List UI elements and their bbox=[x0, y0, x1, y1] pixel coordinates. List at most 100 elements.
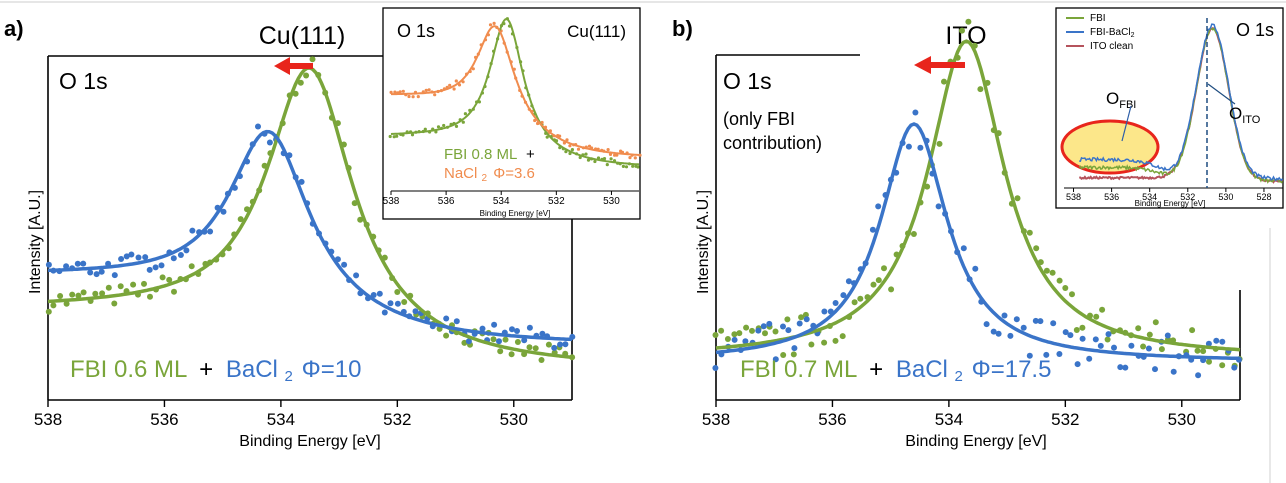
x-tick-label: 538 bbox=[383, 196, 400, 207]
bacl2-data-point bbox=[1170, 368, 1177, 375]
bacl2-data-point bbox=[146, 266, 153, 273]
bacl2-data-point bbox=[509, 326, 515, 333]
fbi-data-point bbox=[188, 263, 195, 270]
fbi-data-point bbox=[888, 286, 895, 293]
fbi-data-point bbox=[784, 316, 791, 323]
panel-a-legend-plus: + bbox=[199, 356, 213, 383]
fbi-data-point bbox=[105, 284, 112, 291]
inset-a-legend-phi: Φ=3.6 bbox=[493, 165, 535, 182]
fbi-data-point bbox=[130, 281, 137, 288]
fbi-inset-point bbox=[461, 120, 465, 124]
x-tick-label: 530 bbox=[1168, 410, 1196, 429]
bacl2-data-point bbox=[387, 300, 394, 307]
bacl2-data-point bbox=[917, 144, 924, 151]
panel-b-x-label: Binding Energy [eV] bbox=[905, 433, 1046, 450]
bacl2-data-point bbox=[742, 338, 749, 345]
fbi-data-point bbox=[171, 288, 177, 295]
panel-b-inset: FBI FBI-BaCl2 ITO clean O 1s OFBI OITO 5… bbox=[1055, 7, 1284, 209]
fbi-data-point bbox=[821, 339, 828, 346]
bacl2-data-point bbox=[521, 337, 528, 344]
fbi-inset-point bbox=[410, 133, 415, 137]
bacl2-data-point bbox=[972, 265, 979, 272]
fbi-data-point bbox=[545, 341, 552, 348]
x-tick-label: 536 bbox=[1104, 192, 1119, 202]
inset-b-legend: FBI FBI-BaCl2 ITO clean bbox=[1066, 13, 1135, 52]
fbi-inset-point bbox=[631, 164, 635, 168]
panel-b-note-line1: (only FBI bbox=[723, 109, 795, 129]
fbi-data-point bbox=[1206, 358, 1212, 365]
fbi-data-point bbox=[538, 357, 545, 363]
bacl2-data-point bbox=[990, 328, 997, 335]
fbi-inset-point bbox=[423, 127, 427, 131]
fbi-data-point bbox=[780, 352, 787, 358]
bacl2-data-point bbox=[93, 271, 100, 278]
panel-b-legend-bacl: BaCl bbox=[896, 356, 948, 383]
fbi-data-point bbox=[532, 345, 539, 352]
fbi-inset-point bbox=[602, 157, 607, 161]
nacl2-inset-point bbox=[457, 83, 462, 87]
nacl2-inset-point bbox=[411, 95, 415, 99]
nacl2-inset-point bbox=[424, 88, 428, 92]
bacl2-data-point bbox=[353, 272, 360, 279]
bacl2-data-point bbox=[45, 261, 52, 268]
fbi-inset-point bbox=[584, 152, 588, 156]
x-tick-label: 538 bbox=[702, 410, 730, 429]
bacl2-data-point bbox=[142, 254, 149, 261]
nacl2-inset-point bbox=[492, 21, 496, 25]
bacl2-data-point bbox=[875, 203, 882, 210]
bacl2-data-point bbox=[453, 318, 460, 325]
panel-b-y-label: Intensity [A.U.] bbox=[695, 190, 712, 294]
x-tick-label: 530 bbox=[500, 410, 528, 429]
bacl2-data-point bbox=[1205, 340, 1212, 347]
bacl2-data-point bbox=[1001, 312, 1008, 319]
nacl2-inset-point bbox=[558, 134, 562, 138]
bacl2-data-point bbox=[220, 208, 227, 215]
fbi-data-point bbox=[910, 231, 917, 237]
nacl2-inset-point bbox=[433, 93, 437, 97]
bacl2-data-point bbox=[1037, 318, 1044, 325]
panel-a-substrate: Cu(111) bbox=[259, 22, 346, 50]
nacl2-inset-point bbox=[533, 118, 537, 123]
inset-a-fit-fbi bbox=[390, 17, 640, 166]
inset-a-peak-label: O 1s bbox=[397, 21, 435, 41]
bacl2-data-point bbox=[1074, 361, 1081, 368]
fbi-data-point bbox=[1049, 269, 1056, 276]
bacl2-data-point bbox=[255, 123, 261, 130]
bacl2-data-point bbox=[443, 315, 450, 322]
panel-b-x-ticks: 538 536 534 532 530 bbox=[702, 400, 1196, 429]
fbi-data-point bbox=[303, 72, 310, 79]
fbi-inset-point bbox=[392, 135, 396, 139]
inset-a-substrate: Cu(111) bbox=[567, 22, 626, 41]
panel-b-fit-bacl2 bbox=[715, 122, 1241, 361]
bacl2-data-point bbox=[785, 327, 792, 334]
panel-a-legend-phi: Φ=10 bbox=[302, 356, 362, 383]
bacl2-data-point bbox=[539, 330, 546, 337]
panel-a-legend-bacl: BaCl bbox=[226, 356, 278, 383]
bacl2-data-point bbox=[514, 328, 520, 334]
nacl2-inset-point bbox=[407, 94, 411, 99]
nacl2-inset-point bbox=[633, 156, 637, 160]
bacl2-data-point bbox=[960, 245, 967, 252]
nacl2-inset-point bbox=[628, 156, 632, 160]
fbi-data-point bbox=[526, 344, 533, 351]
bacl2-data-point bbox=[755, 327, 762, 334]
panel-b-substrate: ITO bbox=[945, 22, 986, 50]
inset-b-legend-ito-clean: ITO clean bbox=[1090, 41, 1133, 52]
bacl2-data-point bbox=[1111, 344, 1117, 351]
fbi-data-point bbox=[147, 293, 153, 300]
bacl2-data-point bbox=[412, 308, 419, 315]
nacl2-inset-point bbox=[638, 153, 642, 157]
bacl2-data-point bbox=[983, 321, 990, 328]
bacl2-data-point bbox=[760, 323, 767, 330]
bacl2-data-point bbox=[491, 321, 498, 328]
bacl2-data-point bbox=[821, 308, 828, 315]
fbi-data-point bbox=[514, 339, 521, 345]
panel-a-plot-frame bbox=[47, 55, 573, 401]
bacl2-data-point bbox=[1062, 329, 1069, 336]
inset-b-curve-fbi bbox=[1078, 27, 1284, 184]
fbi-data-point bbox=[712, 332, 719, 338]
fbi-data-point bbox=[798, 314, 805, 321]
panel-a-x-label: Binding Energy [eV] bbox=[239, 433, 380, 450]
bacl2-data-point bbox=[551, 344, 558, 351]
fbi-data-point bbox=[141, 280, 147, 287]
